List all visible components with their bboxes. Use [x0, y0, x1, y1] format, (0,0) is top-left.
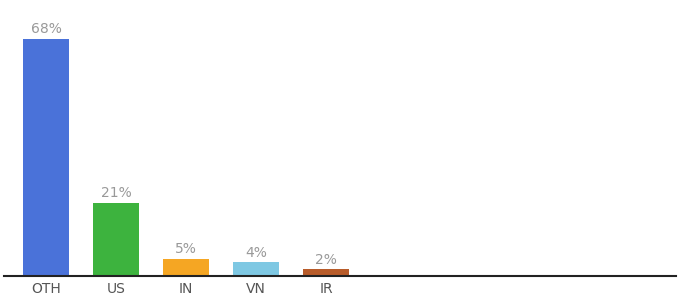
Bar [23, 39, 69, 276]
Bar [163, 259, 209, 276]
Text: 68%: 68% [31, 22, 62, 36]
Text: 21%: 21% [101, 186, 131, 200]
Bar [233, 262, 279, 276]
Text: 4%: 4% [245, 245, 267, 260]
Bar [93, 203, 139, 276]
Text: 2%: 2% [315, 253, 337, 266]
Text: 5%: 5% [175, 242, 197, 256]
Bar [303, 269, 349, 276]
